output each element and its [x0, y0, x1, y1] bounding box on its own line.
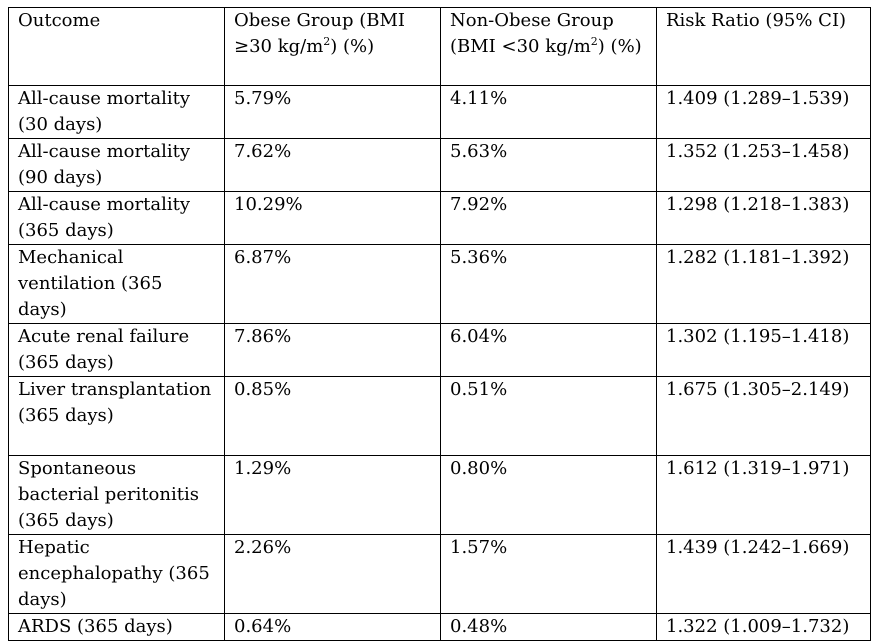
outcome-cell: All-cause mortality (365 days) — [8, 191, 225, 245]
risk-ratio-cell: 1.302 (1.195–1.418) — [656, 323, 871, 377]
risk-ratio-cell: 1.322 (1.009–1.732) — [656, 613, 871, 641]
risk-ratio-cell: 1.282 (1.181–1.392) — [656, 244, 871, 324]
table-row: Mechanical ventilation (365 days) 6.87% … — [8, 244, 871, 324]
non-obese-cell: 0.51% — [440, 376, 657, 456]
table-row: All-cause mortality (90 days) 7.62% 5.63… — [8, 138, 871, 192]
outcome-cell: Mechanical ventilation (365 days) — [8, 244, 225, 324]
outcome-cell: ARDS (365 days) — [8, 613, 225, 641]
non-obese-cell: 1.57% — [440, 534, 657, 614]
obese-cell: 7.86% — [224, 323, 441, 377]
risk-ratio-cell: 1.612 (1.319–1.971) — [656, 455, 871, 535]
outcome-cell: Hepatic encephalopathy (365 days) — [8, 534, 225, 614]
outcome-cell: Acute renal failure (365 days) — [8, 323, 225, 377]
header-cell: Outcome — [8, 7, 225, 86]
table-row: Liver transplantation (365 days) 0.85% 0… — [8, 376, 871, 456]
risk-ratio-cell: 1.675 (1.305–2.149) — [656, 376, 871, 456]
risk-ratio-cell: 1.439 (1.242–1.669) — [656, 534, 871, 614]
non-obese-cell: 0.48% — [440, 613, 657, 641]
obese-cell: 1.29% — [224, 455, 441, 535]
obese-cell: 6.87% — [224, 244, 441, 324]
non-obese-cell: 5.63% — [440, 138, 657, 192]
obese-cell: 0.64% — [224, 613, 441, 641]
outcome-cell: Liver transplantation (365 days) — [8, 376, 225, 456]
table-row: All-cause mortality (365 days) 10.29% 7.… — [8, 191, 871, 245]
outcome-cell: All-cause mortality (30 days) — [8, 85, 225, 139]
non-obese-cell: 5.36% — [440, 244, 657, 324]
risk-ratio-cell: 1.352 (1.253–1.458) — [656, 138, 871, 192]
obese-cell: 7.62% — [224, 138, 441, 192]
header-cell: Risk Ratio (95% CI) — [656, 7, 871, 86]
non-obese-cell: 6.04% — [440, 323, 657, 377]
obese-cell: 10.29% — [224, 191, 441, 245]
table-row: Acute renal failure (365 days) 7.86% 6.0… — [8, 323, 871, 377]
outcome-cell: Spontaneous bacterial peritonitis (365 d… — [8, 455, 225, 535]
obese-cell: 0.85% — [224, 376, 441, 456]
non-obese-cell: 0.80% — [440, 455, 657, 535]
header-cell: Obese Group (BMI ≥30 kg/m2) (%) — [224, 7, 441, 86]
table-row: All-cause mortality (30 days) 5.79% 4.11… — [8, 85, 871, 139]
header-row: Outcome Obese Group (BMI ≥30 kg/m2) (%) … — [8, 7, 871, 86]
outcomes-table: Outcome Obese Group (BMI ≥30 kg/m2) (%) … — [8, 7, 871, 641]
table-row: Spontaneous bacterial peritonitis (365 d… — [8, 455, 871, 535]
risk-ratio-cell: 1.409 (1.289–1.539) — [656, 85, 871, 139]
outcome-cell: All-cause mortality (90 days) — [8, 138, 225, 192]
header-cell: Non-Obese Group (BMI <30 kg/m2) (%) — [440, 7, 657, 86]
table-row: Hepatic encephalopathy (365 days) 2.26% … — [8, 534, 871, 614]
non-obese-cell: 4.11% — [440, 85, 657, 139]
table-row: ARDS (365 days) 0.64% 0.48% 1.322 (1.009… — [8, 613, 871, 641]
obese-cell: 5.79% — [224, 85, 441, 139]
non-obese-cell: 7.92% — [440, 191, 657, 245]
obese-cell: 2.26% — [224, 534, 441, 614]
risk-ratio-cell: 1.298 (1.218–1.383) — [656, 191, 871, 245]
